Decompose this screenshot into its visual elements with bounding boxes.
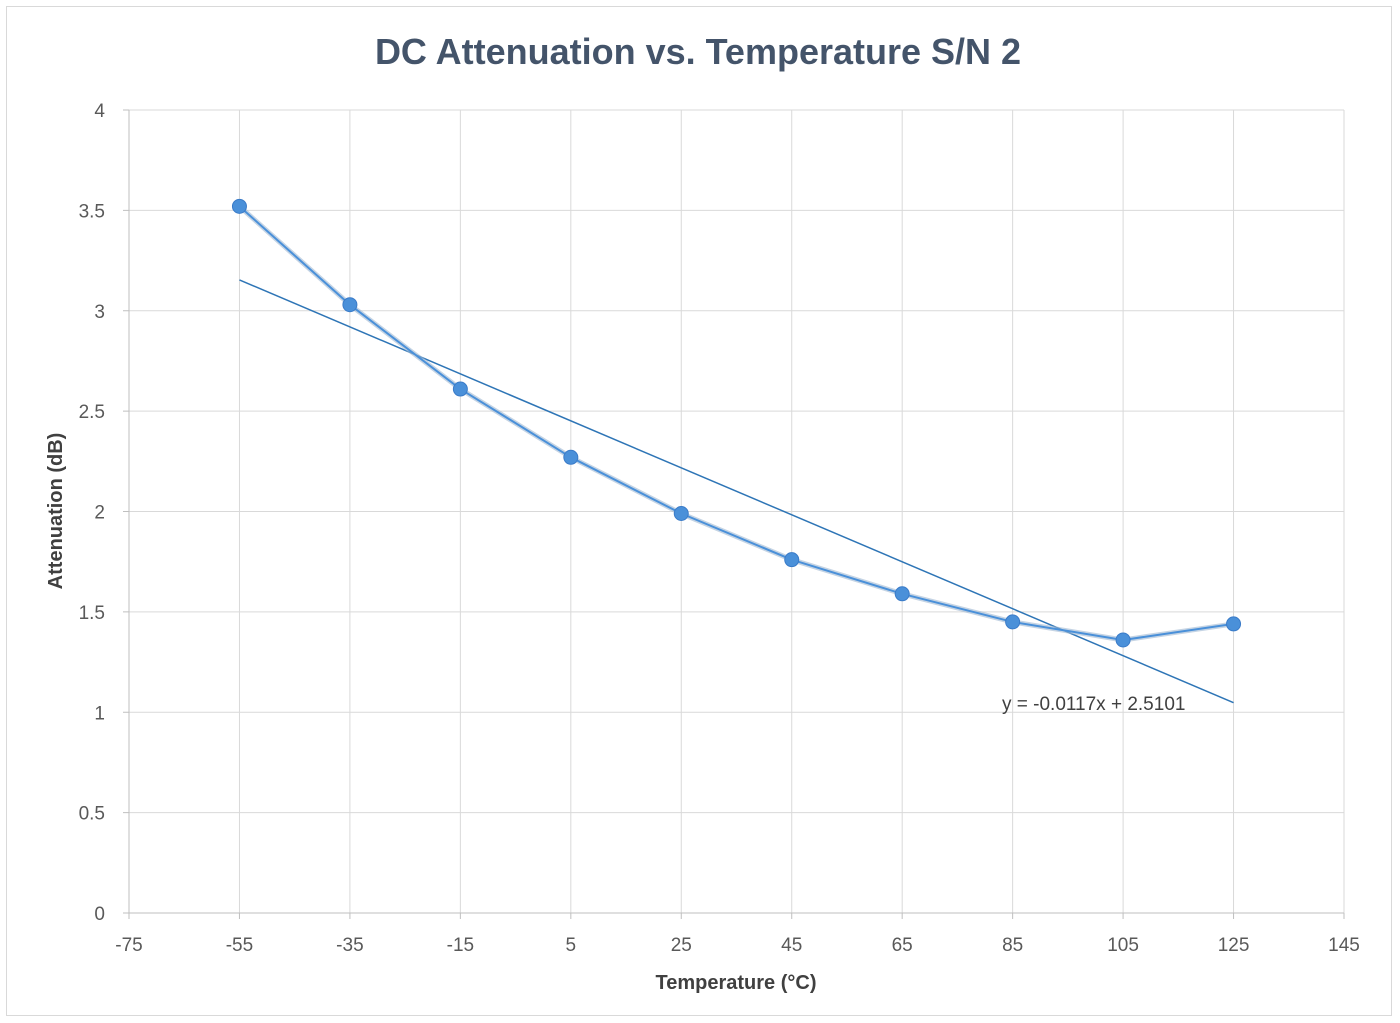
series-group: [231, 198, 1242, 648]
y-tick-label: 1: [94, 703, 105, 724]
x-tick-label: 105: [1107, 935, 1139, 956]
data-point: [231, 198, 247, 214]
x-tick-label: 145: [1328, 935, 1360, 956]
chart-title: DC Attenuation vs. Temperature S/N 2: [375, 31, 1021, 72]
data-point: [784, 552, 800, 568]
y-axis-title: Attenuation (dB): [45, 433, 67, 590]
data-point: [673, 506, 689, 522]
x-tick-label: 25: [671, 935, 692, 956]
tick-labels: -75 -55 -35 -15 5 25 45 65 85 105 125 145 0 0.5 1 1.5 2 2…: [79, 101, 1360, 956]
y-tick-label: 0.5: [79, 804, 105, 825]
data-point: [342, 297, 358, 313]
x-tick-label: 125: [1218, 935, 1250, 956]
y-tick-label: 0: [94, 904, 105, 925]
trendline-group: y = -0.0117x + 2.5101: [239, 279, 1234, 715]
data-point: [1005, 614, 1021, 630]
x-tick-label: 65: [892, 935, 913, 956]
y-tick-label: 2.5: [79, 402, 105, 423]
y-tick-label: 3: [94, 302, 105, 323]
x-tick-label: 85: [1002, 935, 1023, 956]
trendline-equation: y = -0.0117x + 2.5101: [1002, 694, 1185, 715]
x-tick-label: -55: [226, 935, 253, 956]
y-tick-label: 3.5: [79, 201, 105, 222]
series-line: [238, 205, 1234, 641]
trendline: [239, 279, 1234, 704]
data-point: [1115, 632, 1131, 648]
y-tick-label: 1.5: [79, 603, 105, 624]
data-point: [1226, 616, 1242, 632]
axes: [123, 109, 1345, 919]
data-point: [894, 586, 910, 602]
y-tick-label: 2: [94, 503, 105, 524]
data-point: [563, 449, 579, 465]
x-tick-label: 45: [781, 935, 802, 956]
y-tick-label: 4: [94, 101, 105, 122]
x-tick-label: -75: [115, 935, 142, 956]
grid: [129, 109, 1345, 913]
x-axis-title: Temperature (°C): [656, 972, 817, 994]
x-tick-label: 5: [566, 935, 577, 956]
x-tick-label: -15: [447, 935, 474, 956]
series-line-shadow: [237, 204, 1234, 643]
x-tick-label: -35: [336, 935, 363, 956]
data-point: [452, 381, 468, 397]
